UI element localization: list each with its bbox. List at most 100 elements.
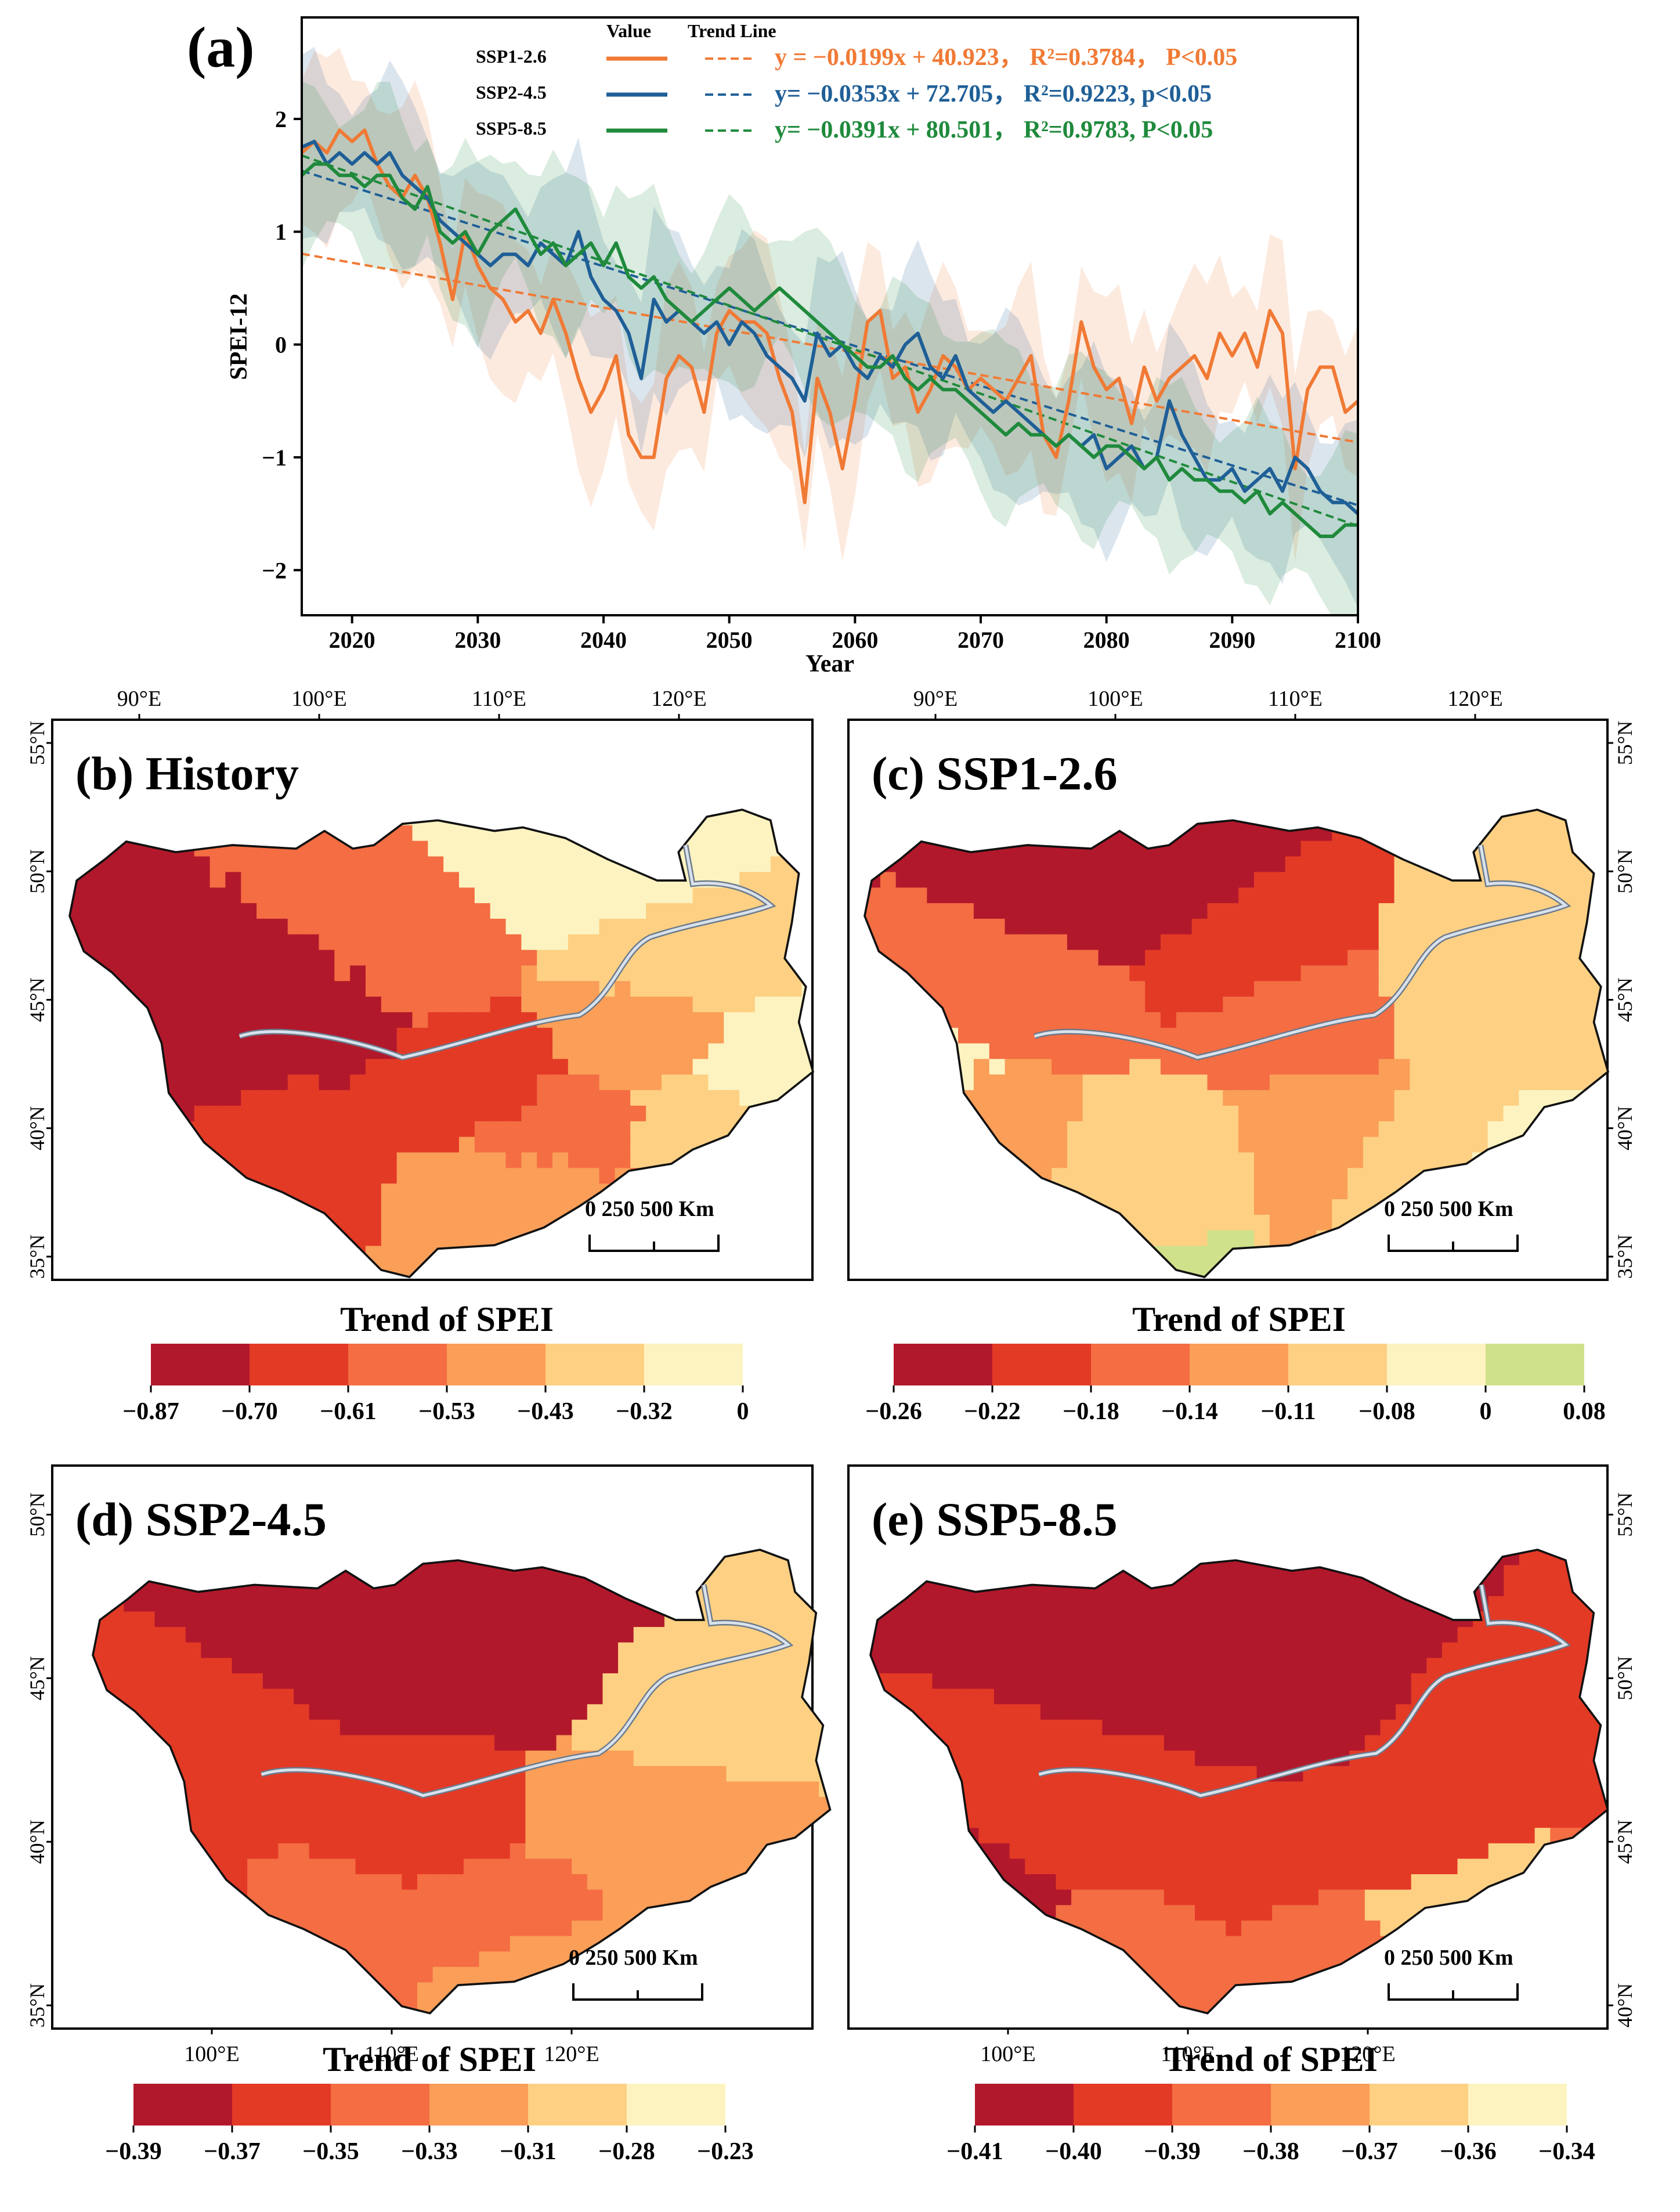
field-cell	[540, 1905, 557, 1922]
field-cell	[895, 1090, 912, 1107]
field-cell	[680, 1735, 696, 1752]
field-cell	[319, 1136, 335, 1153]
field-cell	[225, 1012, 242, 1029]
field-cell	[247, 1843, 264, 1860]
field-cell	[256, 903, 273, 920]
field-cell	[448, 1966, 465, 1983]
field-cell	[1207, 1027, 1224, 1044]
field-cell	[225, 981, 242, 998]
field-cell	[772, 1580, 789, 1597]
field-cell	[287, 872, 304, 889]
field-cell	[1082, 1105, 1099, 1123]
field-cell	[139, 1658, 156, 1675]
field-cell	[432, 1936, 449, 1953]
field-cell	[1503, 997, 1520, 1013]
field-cell	[1241, 1580, 1258, 1597]
y-tick-label: −2	[262, 557, 287, 583]
field-cell	[1223, 1183, 1240, 1200]
field-cell	[185, 1997, 202, 2013]
field-cell	[319, 965, 335, 982]
field-cell	[201, 1859, 218, 1875]
field-cell	[494, 1781, 511, 1798]
field-cell	[225, 950, 242, 966]
field-cell	[386, 1828, 403, 1844]
field-cell	[350, 1012, 367, 1029]
field-cell	[633, 1719, 650, 1736]
field-cell	[303, 1168, 320, 1185]
colorbar-title: Trend of SPEI	[340, 1300, 554, 1338]
colorbar-tick-label: 0	[737, 1398, 749, 1425]
field-cell	[505, 856, 522, 873]
field-cell	[216, 1751, 233, 1767]
field-cell	[1005, 1136, 1021, 1153]
field-cell	[1487, 856, 1504, 873]
field-cell	[490, 981, 507, 998]
field-cell	[1056, 1596, 1072, 1612]
field-cell	[1160, 1027, 1177, 1044]
field-cell	[1036, 903, 1053, 920]
x-tick-label: 2090	[1209, 627, 1255, 653]
field-cell	[1005, 856, 1021, 873]
map-panel-c: (c) SSP1-2.635°N40°N45°N50°N55°N90°E 100°…	[847, 687, 1636, 1425]
field-cell	[256, 950, 273, 966]
field-cell	[710, 1688, 727, 1705]
field-cell	[350, 1074, 367, 1091]
field-cell	[618, 1905, 634, 1922]
field-cell	[692, 1168, 709, 1185]
field-cell	[116, 1152, 133, 1169]
field-cell	[521, 887, 538, 904]
field-cell	[1098, 1152, 1115, 1169]
field-cell	[583, 825, 600, 842]
field-cell	[185, 1642, 202, 1659]
field-cell	[646, 950, 663, 966]
field-cell	[256, 1012, 273, 1029]
field-cell	[1316, 1261, 1333, 1278]
field-cell	[386, 2013, 403, 2030]
field-cell	[355, 1611, 372, 1628]
field-cell	[241, 997, 258, 1013]
field-cell	[459, 1199, 476, 1216]
field-cell	[402, 1673, 418, 1690]
field-cell	[1378, 856, 1395, 873]
field-cell	[428, 1027, 445, 1044]
field-cell	[1191, 1152, 1208, 1169]
field-cell	[1285, 1183, 1302, 1200]
field-cell	[1334, 1642, 1350, 1659]
field-cell	[459, 887, 476, 904]
field-cell	[1036, 872, 1053, 889]
field-cell	[1300, 872, 1317, 889]
field-cell	[262, 1951, 279, 1968]
field-cell	[247, 1766, 264, 1782]
lon-tick-label: 110°E	[364, 2042, 419, 2066]
field-cell	[1394, 1230, 1411, 1247]
field-cell	[587, 1766, 604, 1782]
field-cell	[1581, 1550, 1598, 1566]
field-cell	[386, 1735, 403, 1752]
field-cell	[494, 1751, 511, 1767]
field-cell	[708, 1246, 725, 1262]
field-cell	[1036, 825, 1053, 842]
field-cell	[170, 1658, 186, 1675]
field-cell	[256, 840, 273, 857]
field-cell	[710, 1828, 727, 1844]
field-cell	[633, 1580, 650, 1597]
field-cell	[646, 887, 663, 904]
field-cell	[1005, 997, 1021, 1013]
field-cell	[185, 1565, 202, 1582]
field-cell	[1254, 872, 1271, 889]
field-cell	[895, 1059, 912, 1076]
field-cell	[757, 1704, 774, 1721]
field-cell	[1565, 1246, 1582, 1262]
field-cell	[287, 1012, 304, 1029]
field-cell	[256, 1261, 273, 1278]
field-cell	[583, 1074, 600, 1091]
field-cell	[1129, 872, 1146, 889]
field-cell	[895, 1121, 912, 1138]
field-cell	[989, 1152, 1006, 1169]
field-cell	[303, 1105, 320, 1123]
field-cell	[241, 856, 258, 873]
field-cell	[1394, 1059, 1411, 1076]
field-cell	[216, 1781, 233, 1798]
field-cell	[1347, 950, 1364, 966]
field-cell	[1223, 1261, 1240, 1278]
